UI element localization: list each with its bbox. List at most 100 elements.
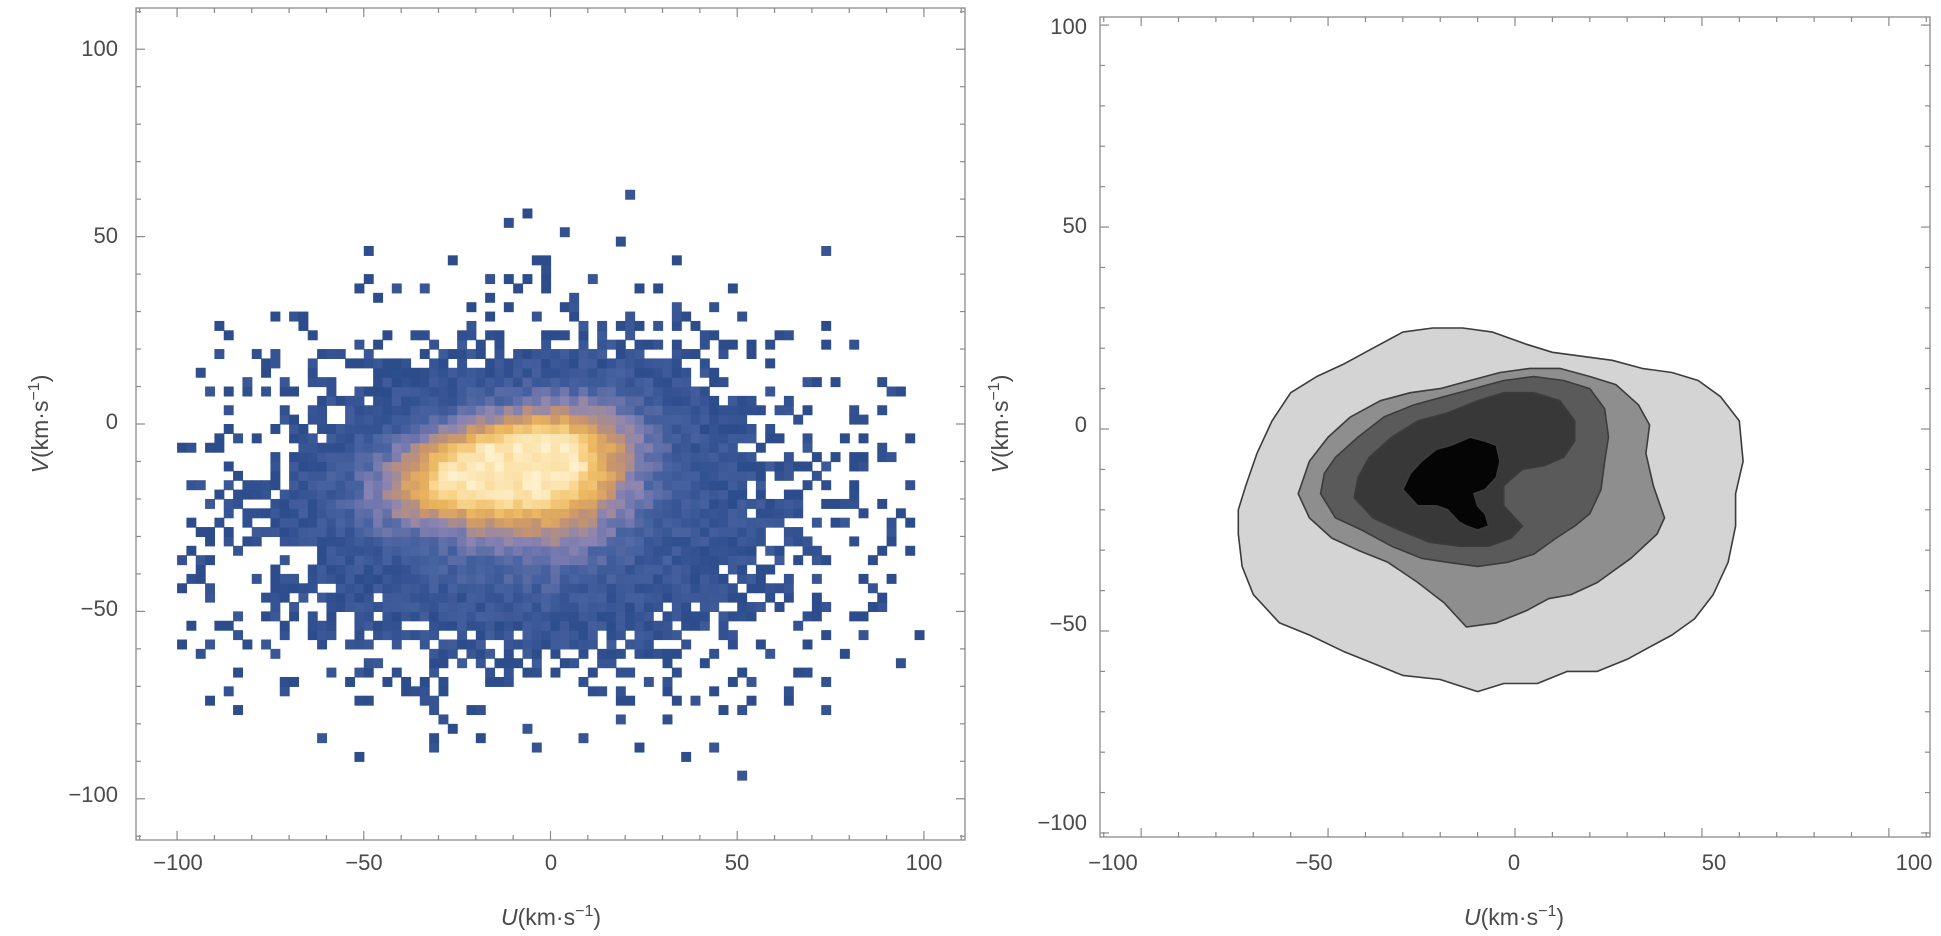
heatmap-cell (457, 461, 468, 472)
heatmap-cell (345, 592, 356, 603)
heatmap-cell (895, 386, 906, 397)
heatmap-cell (541, 573, 552, 584)
heatmap-cell (494, 555, 505, 566)
heatmap-cell (429, 452, 440, 463)
heatmap-cell (569, 639, 580, 650)
heatmap-cell (858, 630, 869, 641)
heatmap-cell (438, 470, 449, 481)
heatmap-cell (597, 508, 608, 519)
heatmap-cell (373, 339, 384, 350)
heatmap-cell (690, 536, 701, 547)
heatmap-cell (606, 648, 617, 659)
heatmap-cell (709, 602, 720, 612)
heatmap-cell (335, 545, 346, 556)
heatmap-cell (755, 517, 766, 528)
heatmap-cell (671, 527, 682, 538)
heatmap-cell (503, 386, 514, 397)
heatmap-cell (541, 517, 552, 528)
heatmap-cell (289, 602, 300, 612)
heatmap-cell (886, 452, 897, 463)
heatmap-cell (643, 442, 654, 453)
heatmap-cell (550, 386, 561, 397)
heatmap-cell (391, 414, 402, 425)
heatmap-cell (391, 367, 402, 378)
heatmap-cell (373, 527, 384, 538)
heatmap-cell (307, 367, 318, 378)
heatmap-cell (681, 386, 692, 397)
heatmap-cell (681, 536, 692, 547)
heatmap-cell (503, 517, 514, 528)
heatmap-cell (494, 470, 505, 481)
heatmap-cell (289, 311, 300, 322)
heatmap-cell (746, 395, 757, 406)
heatmap-cell (905, 433, 916, 444)
heatmap-cell (475, 602, 486, 612)
heatmap-cell (382, 564, 393, 575)
heatmap-cell (233, 545, 244, 556)
heatmap-cell (727, 527, 738, 538)
heatmap-cell (363, 349, 374, 360)
heatmap-cell (662, 489, 673, 500)
heatmap-cell (849, 414, 860, 425)
heatmap-cell (634, 742, 645, 753)
heatmap-cell (737, 667, 748, 678)
heatmap-cell (485, 358, 496, 369)
heatmap-cell (485, 573, 496, 584)
heatmap-cell (895, 508, 906, 519)
heatmap-cell (503, 555, 514, 566)
heatmap-cell (354, 639, 365, 650)
heatmap-cell (774, 461, 785, 472)
heatmap-cell (578, 386, 589, 397)
heatmap-cell (485, 545, 496, 556)
heatmap-cell (718, 527, 729, 538)
heatmap-cell (737, 705, 748, 716)
heatmap-cell (503, 630, 514, 641)
heatmap-cell (373, 424, 384, 434)
left-y-tick-labels: −100 −50 0 50 100 (68, 36, 118, 807)
heatmap-cell (606, 602, 617, 612)
heatmap-cell (867, 602, 878, 612)
heatmap-cell (569, 508, 580, 519)
heatmap-cell (391, 536, 402, 547)
heatmap-cell (625, 367, 636, 378)
heatmap-cell (438, 648, 449, 659)
heatmap-cell (289, 461, 300, 472)
heatmap-cell (261, 639, 272, 650)
heatmap-cell (503, 274, 514, 285)
heatmap-cell (737, 433, 748, 444)
heatmap-cell (559, 611, 570, 622)
heatmap-cell (559, 620, 570, 631)
heatmap-cell (354, 395, 365, 406)
heatmap-cell (718, 583, 729, 594)
heatmap-cell (335, 470, 346, 481)
heatmap-cell (354, 414, 365, 425)
heatmap-cell (373, 573, 384, 584)
heatmap-cell (186, 480, 197, 491)
heatmap-cell (475, 527, 486, 538)
heatmap-cell (559, 395, 570, 406)
heatmap-cell (699, 498, 710, 509)
heatmap-cell (354, 489, 365, 500)
heatmap-cell (391, 630, 402, 641)
heatmap-cell (802, 405, 813, 416)
heatmap-cell (223, 620, 234, 631)
heatmap-cell (569, 311, 580, 322)
heatmap-cell (755, 508, 766, 519)
heatmap-cell (606, 555, 617, 566)
heatmap-cell (681, 480, 692, 491)
heatmap-cell (391, 470, 402, 481)
heatmap-cell (438, 489, 449, 500)
heatmap-cell (849, 480, 860, 491)
heatmap-cell (494, 658, 505, 669)
heatmap-cell (811, 452, 822, 463)
heatmap-cell (503, 658, 514, 669)
heatmap-cell (559, 489, 570, 500)
x-tick-label: −100 (1088, 850, 1138, 875)
heatmap-cell (597, 517, 608, 528)
heatmap-cell (363, 480, 374, 491)
right-y-tick-labels: −100 −50 0 50 100 (1037, 14, 1087, 835)
heatmap-cell (363, 405, 374, 416)
heatmap-cell (727, 583, 738, 594)
heatmap-cell (765, 424, 776, 434)
heatmap-cell (727, 339, 738, 350)
